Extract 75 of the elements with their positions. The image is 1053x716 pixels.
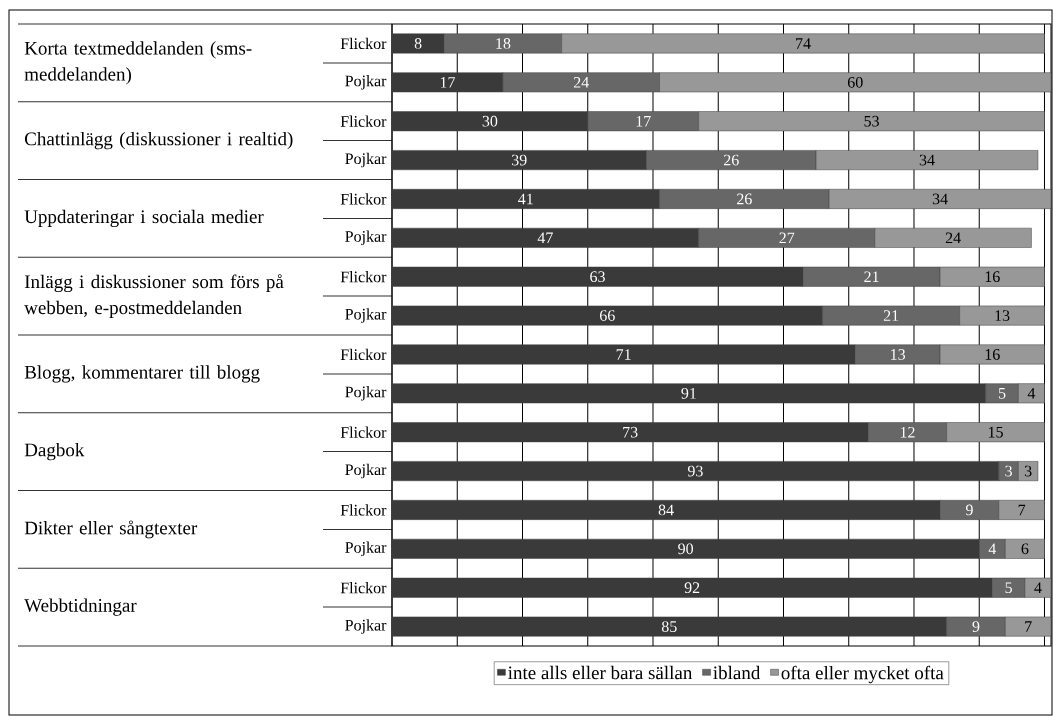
data-label: 30 bbox=[482, 115, 498, 127]
y-tick-label: Flickor bbox=[340, 582, 387, 594]
y-tick-label: Pojkar bbox=[345, 463, 387, 479]
y-tick-label: Flickor bbox=[340, 271, 387, 283]
data-label: 53 bbox=[864, 115, 879, 127]
data-label: 3 bbox=[1024, 465, 1032, 477]
data-label: 17 bbox=[440, 77, 456, 88]
text: Dikter eller sångtexter bbox=[24, 520, 198, 539]
data-label: 12 bbox=[900, 426, 915, 438]
data-label: 71 bbox=[616, 349, 631, 360]
legend-label: ibland bbox=[713, 665, 761, 680]
data-label: 73 bbox=[623, 426, 638, 438]
text: Dagbok bbox=[24, 442, 85, 461]
data-label: 66 bbox=[600, 310, 615, 321]
data-label: 6 bbox=[1021, 543, 1029, 555]
text: Inlägg i diskussioner som förs på webben, e-postmeddelanden bbox=[24, 274, 284, 319]
data-label: 8 bbox=[414, 38, 422, 49]
y-tick-label: Flickor bbox=[340, 504, 387, 516]
data-label: 4 bbox=[1027, 388, 1036, 399]
data-label: 34 bbox=[919, 154, 935, 166]
text: Korta textmeddelanden (sms-meddelanden) bbox=[24, 41, 252, 85]
data-label: 24 bbox=[945, 232, 961, 244]
data-label: 27 bbox=[779, 232, 795, 244]
data-label: 47 bbox=[537, 232, 553, 244]
y-tick-label: Pojkar bbox=[345, 152, 387, 168]
data-label: 90 bbox=[678, 543, 694, 555]
data-label: 21 bbox=[883, 310, 899, 321]
data-label: 9 bbox=[965, 504, 973, 516]
data-label: 84 bbox=[658, 504, 674, 516]
data-label: 13 bbox=[995, 310, 1010, 321]
data-label: 16 bbox=[985, 349, 1000, 360]
data-label: 26 bbox=[737, 193, 752, 205]
y-tick-label: Pojkar bbox=[345, 230, 387, 246]
y-tick-label: Pojkar bbox=[345, 386, 387, 401]
data-label: 15 bbox=[988, 426, 1003, 438]
data-label: 4 bbox=[1034, 582, 1042, 593]
data-label: 13 bbox=[891, 349, 906, 360]
data-label: 85 bbox=[661, 621, 677, 632]
data-label: 3 bbox=[1005, 465, 1012, 477]
legend-label: ofta eller mycket ofta bbox=[781, 665, 944, 684]
data-label: 5 bbox=[999, 388, 1006, 399]
data-label: 24 bbox=[573, 77, 589, 88]
data-label: 39 bbox=[512, 154, 527, 166]
y-tick-label: Pojkar bbox=[345, 308, 387, 323]
y-tick-label: Flickor bbox=[340, 115, 387, 127]
text: Chattinlägg (diskussioner i realtid) bbox=[24, 131, 293, 150]
y-tick-label: Flickor bbox=[340, 348, 387, 361]
data-label: 92 bbox=[684, 582, 700, 594]
y-tick-label: Flickor bbox=[340, 37, 387, 50]
data-label: 93 bbox=[687, 465, 703, 477]
data-label: 34 bbox=[932, 193, 948, 205]
data-label: 74 bbox=[796, 38, 811, 49]
data-label: 5 bbox=[1005, 582, 1012, 594]
data-label: 17 bbox=[636, 115, 651, 127]
data-label: 9 bbox=[972, 621, 980, 632]
data-label: 4 bbox=[988, 543, 997, 555]
y-tick-label: Pojkar bbox=[345, 619, 387, 634]
text: Webbtidningar bbox=[24, 598, 137, 616]
legend-label: inte alls eller bara sällan bbox=[508, 665, 693, 680]
y-tick-label: Flickor bbox=[340, 426, 387, 438]
data-label: 41 bbox=[518, 193, 533, 205]
data-label: 16 bbox=[985, 271, 1000, 283]
data-label: 60 bbox=[847, 76, 863, 88]
data-label: 26 bbox=[724, 154, 739, 166]
data-label: 18 bbox=[496, 38, 511, 49]
data-label: 63 bbox=[590, 271, 605, 283]
y-tick-label: Flickor bbox=[340, 193, 387, 205]
text: Blogg, kommentarer till blogg bbox=[24, 365, 260, 383]
data-label: 21 bbox=[864, 271, 879, 282]
data-label: 7 bbox=[1025, 621, 1032, 632]
y-tick-label: Pojkar bbox=[345, 541, 387, 557]
y-tick-label: Pojkar bbox=[345, 75, 387, 90]
data-label: 7 bbox=[1018, 504, 1026, 516]
text: Uppdateringar i sociala medier bbox=[24, 209, 264, 228]
data-label: 91 bbox=[681, 387, 696, 399]
